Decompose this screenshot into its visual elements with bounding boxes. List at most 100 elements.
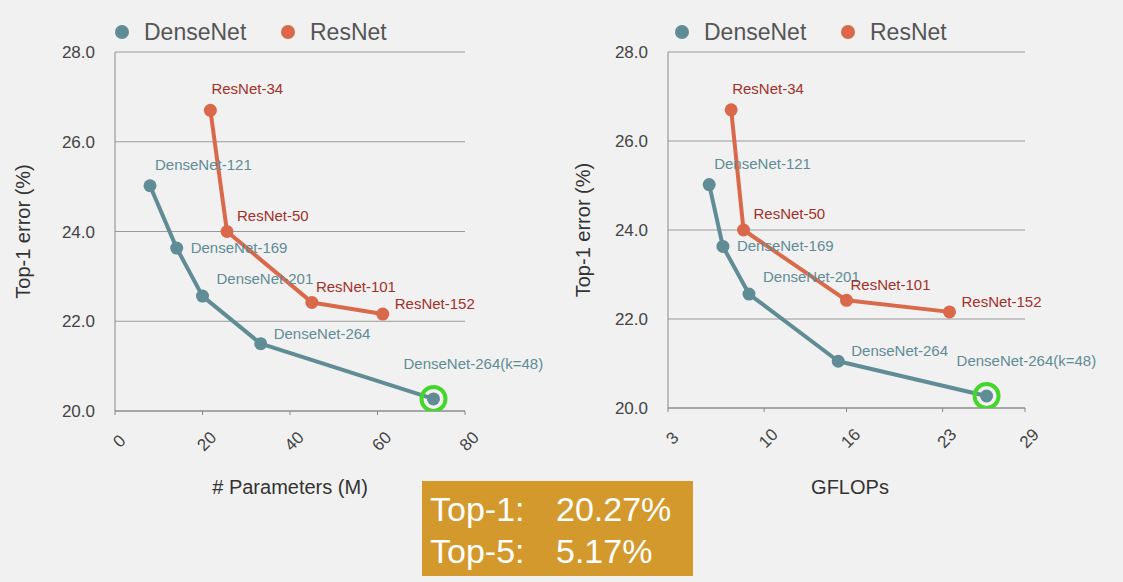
- legend-marker: [115, 25, 129, 39]
- grid-line: [115, 141, 465, 142]
- y-tick-label: 24.0: [615, 221, 648, 240]
- legend-label: DenseNet: [144, 19, 247, 45]
- point: [980, 389, 993, 402]
- labels: DenseNet-121DenseNet-169DenseNet-201Dens…: [714, 80, 1096, 369]
- y-tick-label: 20.0: [62, 402, 95, 421]
- summary-metric: Top-5:: [430, 532, 525, 570]
- point-label: ResNet-101: [316, 278, 396, 295]
- point-label: DenseNet-264(k=48): [404, 355, 544, 372]
- point-label: DenseNet-264: [274, 325, 371, 342]
- legend-label: DenseNet: [704, 19, 807, 45]
- x-tick: [942, 408, 943, 412]
- x-axis: [668, 408, 1025, 409]
- point-label: ResNet-50: [754, 205, 826, 222]
- point: [725, 103, 738, 116]
- legend-marker: [841, 25, 855, 39]
- summary-box-bg: [422, 481, 693, 576]
- background: [0, 0, 1123, 582]
- x-tick: [846, 408, 847, 412]
- point: [703, 178, 716, 191]
- legend-marker: [281, 25, 295, 39]
- x-tick: [668, 408, 669, 412]
- point-label: ResNet-101: [851, 276, 931, 293]
- y-axis: [115, 52, 116, 411]
- y-axis-title: Top-1 error (%): [572, 163, 594, 297]
- point: [376, 308, 389, 321]
- x-axis: [115, 411, 465, 412]
- point-label: ResNet-34: [732, 80, 804, 97]
- chart: 20.022.024.026.028.0310162329Top-1 error…: [572, 19, 1096, 498]
- x-tick: [764, 408, 765, 412]
- highlight-ring: [422, 387, 446, 411]
- point: [943, 305, 956, 318]
- series-line: [731, 110, 949, 312]
- point: [170, 242, 183, 255]
- point: [254, 337, 267, 350]
- y-tick-label: 20.0: [615, 399, 648, 418]
- point: [743, 288, 756, 301]
- point-label: DenseNet-169: [191, 239, 288, 256]
- grid-line: [115, 52, 465, 53]
- plot-area: [144, 104, 446, 411]
- x-tick-label: 60: [368, 428, 395, 455]
- summary-metric: Top-1:: [430, 490, 525, 528]
- grid-line: [668, 230, 1025, 231]
- x-tick-label: 3: [662, 428, 682, 448]
- y-tick-label: 22.0: [615, 310, 648, 329]
- grid-line: [115, 321, 465, 322]
- grid-line: [668, 408, 1025, 409]
- highlight-ring: [975, 384, 999, 408]
- point: [144, 179, 157, 192]
- series-line: [150, 186, 434, 399]
- legend-label: ResNet: [310, 19, 387, 45]
- point-label: DenseNet-264: [851, 342, 948, 359]
- summary-box: Top-1: 20.27% Top-5: 5.17%: [422, 481, 693, 576]
- point: [427, 392, 440, 405]
- point-label: ResNet-152: [395, 295, 475, 312]
- x-tick: [202, 411, 203, 415]
- x-tick-label: 20: [193, 428, 220, 455]
- x-tick-label: 29: [1016, 425, 1043, 452]
- summary-value: 5.17%: [556, 532, 652, 570]
- grid-line: [668, 319, 1025, 320]
- point-label: DenseNet-169: [737, 237, 834, 254]
- plot-area: [703, 103, 999, 408]
- series-line: [709, 185, 986, 396]
- x-tick-label: 23: [934, 425, 961, 452]
- point-label: DenseNet-121: [155, 156, 252, 173]
- point: [832, 355, 845, 368]
- y-tick-label: 26.0: [615, 132, 648, 151]
- x-axis-title: GFLOPs: [811, 476, 889, 498]
- x-tick-label: 16: [837, 425, 864, 452]
- point: [204, 104, 217, 117]
- point: [716, 240, 729, 253]
- x-tick: [1025, 408, 1026, 412]
- labels: DenseNet-121DenseNet-169DenseNet-201Dens…: [155, 80, 543, 372]
- legend-marker: [675, 25, 689, 39]
- x-tick-label: 0: [109, 431, 129, 451]
- point-label: ResNet-152: [961, 293, 1041, 310]
- y-axis: [668, 52, 669, 408]
- point-label: ResNet-34: [211, 80, 283, 97]
- x-tick: [290, 411, 291, 415]
- y-tick-label: 28.0: [62, 43, 95, 62]
- y-tick-label: 22.0: [62, 312, 95, 331]
- y-axis-title: Top-1 error (%): [12, 164, 34, 298]
- grid-line: [668, 52, 1025, 53]
- point: [737, 224, 750, 237]
- x-tick-label: 40: [281, 428, 308, 455]
- x-tick: [115, 411, 116, 415]
- x-tick: [465, 411, 466, 415]
- x-tick: [377, 411, 378, 415]
- grid-line: [115, 411, 465, 412]
- x-tick-label: 80: [456, 428, 483, 455]
- point-label: DenseNet-264(k=48): [957, 352, 1097, 369]
- y-tick-label: 26.0: [62, 133, 95, 152]
- point: [221, 225, 234, 238]
- chart: 20.022.024.026.028.0020406080Top-1 error…: [12, 19, 543, 498]
- point: [305, 296, 318, 309]
- point-label: DenseNet-201: [763, 268, 860, 285]
- point-label: ResNet-50: [237, 207, 309, 224]
- x-tick-label: 10: [755, 425, 782, 452]
- summary-value: 20.27%: [556, 490, 671, 528]
